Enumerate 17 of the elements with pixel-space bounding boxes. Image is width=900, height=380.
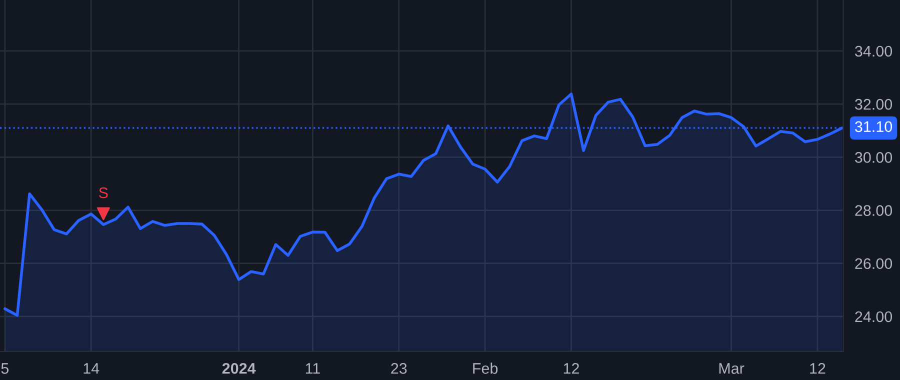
x-tick-label: 5 [1, 363, 9, 374]
y-tick-label: 28.00 [855, 205, 892, 216]
x-tick-label: Mar [719, 363, 744, 374]
x-tick-label: 23 [391, 363, 407, 374]
x-tick-label: 12 [564, 363, 579, 374]
y-tick-label: 26.00 [855, 258, 892, 270]
x-tick-label: Feb [473, 362, 498, 374]
y-tick-label: 32.00 [854, 98, 892, 110]
y-tick-label: 34.00 [854, 46, 892, 57]
x-tick-label: 12 [810, 363, 826, 374]
annotation: S [99, 187, 108, 198]
y-tick-label: 30.00 [854, 152, 892, 163]
ref-line-label: 31.10 [854, 121, 892, 132]
y-tick-label: 24.00 [855, 311, 892, 322]
x-tick-label: 2024 [222, 363, 256, 374]
x-tick-label: 11 [306, 363, 320, 374]
x-tick-label: 14 [84, 363, 100, 374]
